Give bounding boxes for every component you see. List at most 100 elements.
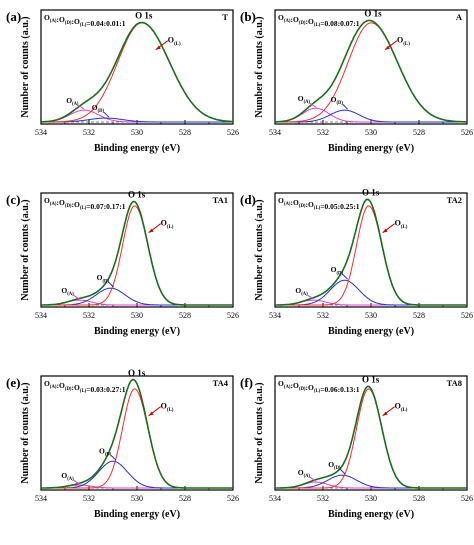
ratio-label: O(A):O(D):O(L)=0.03:0.27:1 — [44, 379, 126, 394]
x-tick-label: 528 — [413, 128, 425, 137]
x-tick-label: 528 — [179, 128, 191, 137]
defect-oxygen-label: O(D) — [99, 446, 112, 457]
defect-oxygen-label: O(D) — [328, 460, 341, 471]
plot-frame — [274, 192, 468, 308]
panel-d: 534 532 530 528 526 Binding energy (eV) Number… — [240, 188, 473, 337]
total-fit-line — [41, 200, 233, 306]
adsorbed-arrow — [309, 476, 317, 482]
x-tick-label: 526 — [227, 128, 239, 137]
peak-label: O 1s — [128, 190, 146, 200]
defect-oxygen-label: O(D) — [331, 265, 344, 276]
x-tick-label: 530 — [131, 494, 143, 503]
x-tick-label: 532 — [317, 128, 329, 137]
lattice-arrowhead — [382, 411, 388, 416]
x-tick-label: 528 — [413, 311, 425, 320]
defect-oxygen-label: O(D) — [331, 95, 344, 106]
x-tick-label: 528 — [179, 311, 191, 320]
defect-oxygen-line — [41, 460, 233, 489]
plot-frame — [274, 375, 468, 491]
x-tick-label: 534 — [35, 128, 47, 137]
defect-arrow — [103, 111, 110, 118]
x-tick-label: 534 — [269, 311, 281, 320]
x-tick-label: 532 — [83, 128, 95, 137]
lattice-arrowhead — [382, 228, 388, 233]
panel-e: 534 532 530 528 526 Binding energy (eV) Number… — [6, 368, 239, 520]
adsorbed-oxygen-label: O(A) — [298, 94, 311, 105]
lattice-oxygen-label: O(L) — [161, 219, 174, 230]
y-axis-label: Number of counts (a.u.) — [254, 199, 265, 300]
x-tick-label: 532 — [83, 311, 95, 320]
x-axis-label: Binding energy (eV) — [328, 143, 414, 154]
adsorbed-oxygen-label: O(A) — [295, 286, 308, 297]
sample-name: A — [456, 12, 463, 22]
panel-label: (f) — [240, 375, 253, 390]
panel-label: (e) — [6, 375, 20, 390]
lattice-oxygen-line — [275, 22, 467, 123]
x-tick-label: 534 — [269, 494, 281, 503]
panel-b: 534 532 530 528 526 Binding energy (eV) Number… — [240, 9, 473, 154]
x-tick-label: 530 — [365, 128, 377, 137]
lattice-oxygen-label: O(L) — [168, 36, 181, 47]
adsorbed-arrow — [309, 102, 317, 108]
lattice-arrowhead — [155, 45, 161, 50]
total-fit-line — [275, 198, 467, 306]
x-axis-label: Binding energy (eV) — [94, 509, 180, 520]
x-tick-label: 526 — [227, 494, 239, 503]
peak-label: O 1s — [362, 188, 380, 198]
x-tick-label: 530 — [131, 311, 143, 320]
peak-label: O 1s — [128, 368, 146, 378]
x-tick-label: 526 — [461, 311, 473, 320]
total-fit-line — [40, 21, 234, 123]
adsorbed-arrow — [307, 294, 314, 300]
adsorbed-oxygen-label: O(A) — [61, 471, 74, 482]
lattice-oxygen-label: O(L) — [161, 402, 174, 413]
x-tick-label: 534 — [35, 494, 47, 503]
lattice-oxygen-line — [275, 388, 467, 489]
adsorbed-oxygen-label: O(A) — [298, 468, 311, 479]
x-tick-label: 526 — [227, 311, 239, 320]
defect-arrow — [339, 468, 346, 475]
panel-label: (a) — [6, 9, 21, 24]
lattice-oxygen-line — [41, 205, 233, 306]
defect-oxygen-label: O(D) — [97, 273, 110, 284]
plot-frame — [40, 375, 234, 491]
x-tick-label: 530 — [131, 128, 143, 137]
lattice-oxygen-label: O(L) — [395, 402, 408, 413]
lattice-oxygen-line — [275, 205, 467, 306]
x-tick-label: 526 — [461, 128, 473, 137]
defect-arrow — [342, 103, 348, 110]
plot-frame — [274, 9, 468, 125]
adsorbed-arrow — [73, 479, 80, 485]
adsorbed-arrow — [73, 294, 80, 300]
x-tick-label: 534 — [269, 128, 281, 137]
x-tick-label: 534 — [35, 311, 47, 320]
x-tick-label: 532 — [83, 494, 95, 503]
x-tick-label: 532 — [317, 494, 329, 503]
defect-arrow — [342, 273, 348, 280]
lattice-arrowhead — [148, 411, 154, 416]
lattice-arrowhead — [385, 45, 390, 50]
y-axis-label: Number of counts (a.u.) — [20, 199, 31, 300]
y-axis-label: Number of counts (a.u.) — [254, 16, 265, 117]
x-tick-label: 532 — [317, 311, 329, 320]
panel-label: (b) — [240, 9, 256, 24]
x-axis-label: Binding energy (eV) — [94, 326, 180, 337]
total-fit-line — [275, 385, 467, 489]
defect-arrow — [108, 281, 114, 288]
lattice-oxygen-label: O(L) — [395, 219, 408, 230]
ratio-label: O(A):O(D):O(L)=0.05:0.25:1 — [278, 196, 360, 211]
panel-f: 534 532 530 528 526 Binding energy (eV) Number… — [240, 374, 473, 520]
sample-name: TA1 — [213, 195, 228, 205]
sample-name: TA4 — [213, 378, 229, 388]
plot-frame — [40, 9, 234, 125]
ratio-label: O(A):O(D):O(L)=0.04:0.01:1 — [44, 13, 126, 28]
peak-label: O 1s — [362, 374, 380, 384]
y-axis-label: Number of counts (a.u.) — [20, 382, 31, 483]
x-tick-label: 528 — [413, 494, 425, 503]
panel-label: (c) — [6, 192, 20, 207]
x-axis-label: Binding energy (eV) — [328, 509, 414, 520]
defect-oxygen-line — [275, 109, 467, 123]
x-tick-label: 530 — [365, 494, 377, 503]
lattice-oxygen-line — [41, 388, 233, 489]
